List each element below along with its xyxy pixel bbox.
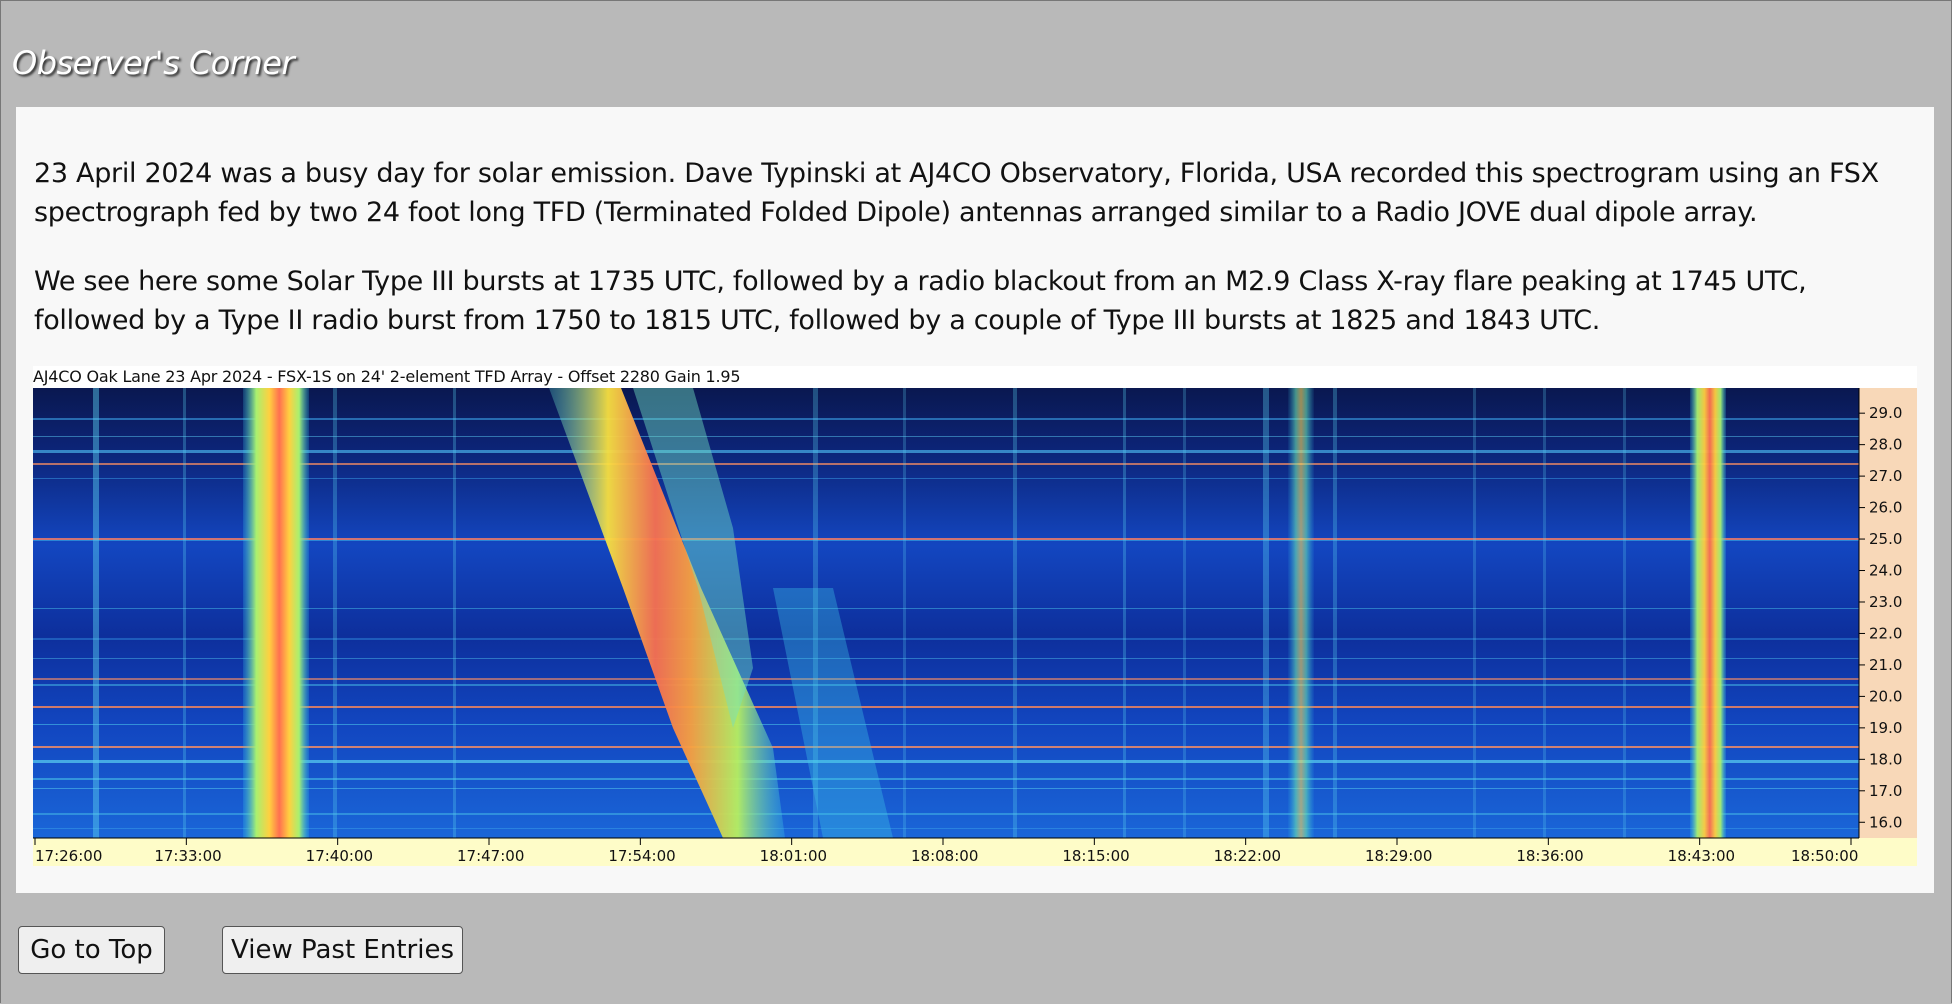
frequency-tick-label: 26.0: [1869, 499, 1902, 517]
spectrogram-figure: AJ4CO Oak Lane 23 Apr 2024 - FSX-1S on 2…: [33, 366, 1917, 866]
burst-tail: [773, 588, 893, 838]
frequency-tick-label: 27.0: [1869, 467, 1902, 485]
interference-line: [33, 828, 1859, 829]
vertical-streak: [333, 388, 337, 838]
time-tick-label: 18:43:00: [1668, 847, 1735, 865]
type-iii-burst-1735: [243, 388, 309, 838]
view-past-entries-button[interactable]: View Past Entries: [222, 926, 463, 974]
interference-line: [33, 678, 1859, 680]
article-paragraph-1: 23 April 2024 was a busy day for solar e…: [34, 158, 1879, 228]
frequency-tick-label: 28.0: [1869, 436, 1902, 454]
interference-line: [33, 638, 1859, 640]
vertical-streak: [1543, 388, 1546, 838]
frequency-axis-band: [1859, 388, 1917, 838]
type-ii-burst-harmonic: [633, 388, 753, 728]
article-paragraph-2: We see here some Solar Type III bursts a…: [34, 266, 1807, 336]
vertical-streak: [1333, 388, 1337, 838]
vertical-streak: [813, 388, 818, 838]
interference-line: [33, 684, 1859, 686]
type-ii-burst: [549, 388, 785, 838]
interference-line: [33, 788, 1859, 789]
frequency-tick-label: 23.0: [1869, 593, 1902, 611]
interference-line: [33, 538, 1859, 540]
frequency-tick-label: 16.0: [1869, 813, 1902, 831]
frequency-tick-label: 21.0: [1869, 656, 1902, 674]
frequency-tick-label: 17.0: [1869, 782, 1902, 800]
time-tick-label: 17:40:00: [306, 847, 373, 865]
interference-line: [33, 478, 1859, 479]
frequency-tick-label: 25.0: [1869, 530, 1902, 548]
interference-line: [33, 658, 1859, 659]
vertical-streak: [1183, 388, 1186, 838]
time-axis-band: [33, 838, 1917, 866]
interference-line: [33, 450, 1859, 453]
vertical-streak: [1473, 388, 1476, 838]
type-iii-burst-1843: [1690, 388, 1726, 838]
vertical-streak: [903, 388, 906, 838]
vertical-streak: [93, 388, 99, 838]
vertical-streak: [1623, 388, 1626, 838]
interference-line: [33, 608, 1859, 609]
frequency-tick-label: 18.0: [1869, 750, 1902, 768]
frequency-tick-label: 29.0: [1869, 404, 1902, 422]
interference-line: [33, 418, 1859, 420]
interference-line: [33, 724, 1859, 725]
interference-line: [33, 746, 1859, 748]
vertical-streak: [453, 388, 456, 838]
vertical-streak: [1123, 388, 1126, 838]
time-tick-label: 18:29:00: [1365, 847, 1432, 865]
interference-line: [33, 463, 1859, 465]
vertical-streak: [183, 388, 186, 838]
interference-line: [33, 760, 1859, 763]
time-tick-label: 18:01:00: [760, 847, 827, 865]
time-tick-label: 18:36:00: [1516, 847, 1583, 865]
frequency-tick-label: 19.0: [1869, 719, 1902, 737]
interference-line: [33, 778, 1859, 780]
time-tick-label: 17:33:00: [154, 847, 221, 865]
spectrogram-header: AJ4CO Oak Lane 23 Apr 2024 - FSX-1S on 2…: [33, 367, 741, 386]
type-iii-burst-1825: [1288, 388, 1314, 838]
time-tick-label: 18:50:00: [1791, 847, 1858, 865]
interference-line: [33, 813, 1859, 815]
vertical-streak: [1263, 388, 1269, 838]
section-title: Observer's Corner: [12, 44, 295, 82]
vertical-streak: [1013, 388, 1017, 838]
interference-line: [33, 706, 1859, 708]
frequency-tick-label: 22.0: [1869, 624, 1902, 642]
interference-line: [33, 540, 1859, 541]
frequency-tick-label: 20.0: [1869, 687, 1902, 705]
time-tick-label: 18:22:00: [1214, 847, 1281, 865]
frequency-tick-label: 24.0: [1869, 562, 1902, 580]
go-to-top-button[interactable]: Go to Top: [18, 926, 165, 974]
time-tick-label: 17:54:00: [608, 847, 675, 865]
time-tick-label: 18:15:00: [1062, 847, 1129, 865]
spectrogram-image: 29.0 28.0 27.0 26.0 25.0 24.0 23.0 22.0 21.0 20.0…: [33, 388, 1917, 866]
time-tick-label: 17:26:00: [35, 847, 102, 865]
interference-line: [33, 436, 1859, 437]
time-tick-label: 17:47:00: [457, 847, 524, 865]
time-tick-label: 18:08:00: [911, 847, 978, 865]
